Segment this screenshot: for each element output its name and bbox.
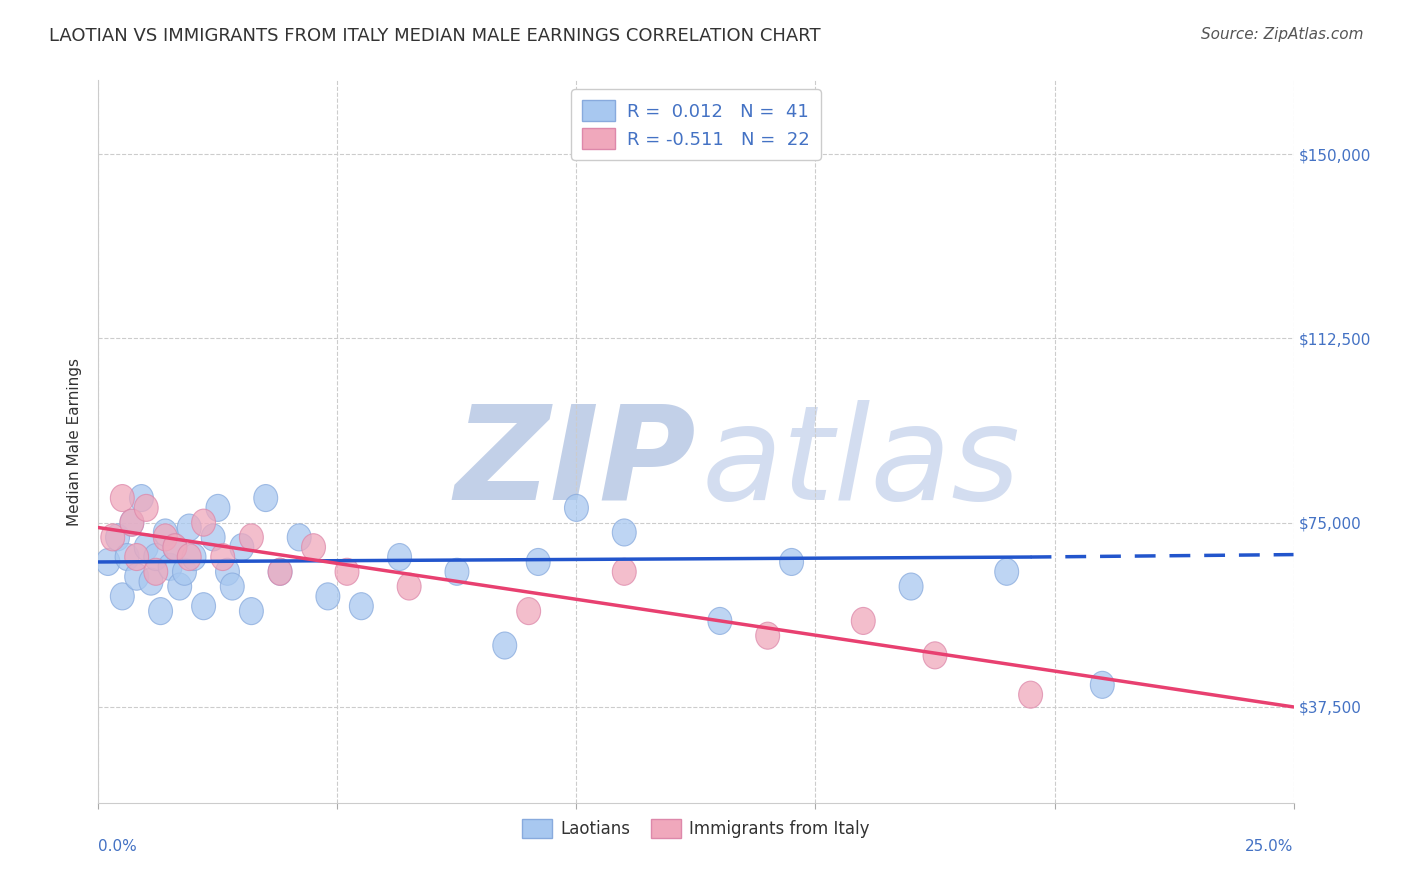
Ellipse shape (388, 543, 412, 571)
Ellipse shape (287, 524, 311, 551)
Text: atlas: atlas (702, 400, 1021, 526)
Ellipse shape (852, 607, 876, 634)
Ellipse shape (177, 543, 201, 571)
Ellipse shape (115, 543, 139, 571)
Text: 0.0%: 0.0% (98, 838, 138, 854)
Ellipse shape (173, 558, 197, 585)
Text: ZIP: ZIP (454, 400, 696, 526)
Text: 25.0%: 25.0% (1246, 838, 1294, 854)
Ellipse shape (135, 494, 159, 522)
Ellipse shape (211, 543, 235, 571)
Ellipse shape (494, 632, 517, 659)
Ellipse shape (101, 524, 125, 551)
Ellipse shape (335, 558, 359, 585)
Ellipse shape (120, 509, 143, 536)
Ellipse shape (301, 533, 326, 561)
Ellipse shape (163, 533, 187, 561)
Ellipse shape (221, 573, 245, 600)
Ellipse shape (120, 509, 143, 536)
Ellipse shape (398, 573, 422, 600)
Ellipse shape (922, 642, 948, 669)
Ellipse shape (900, 573, 924, 600)
Ellipse shape (215, 558, 239, 585)
Ellipse shape (191, 592, 215, 620)
Ellipse shape (111, 582, 135, 610)
Ellipse shape (254, 484, 278, 512)
Ellipse shape (96, 549, 120, 575)
Ellipse shape (613, 519, 637, 546)
Ellipse shape (269, 558, 292, 585)
Ellipse shape (207, 494, 231, 522)
Ellipse shape (153, 519, 177, 546)
Ellipse shape (105, 524, 129, 551)
Ellipse shape (1091, 672, 1115, 698)
Ellipse shape (526, 549, 550, 575)
Ellipse shape (177, 514, 201, 541)
Ellipse shape (565, 494, 589, 522)
Ellipse shape (159, 553, 183, 581)
Legend: Laotians, Immigrants from Italy: Laotians, Immigrants from Italy (516, 813, 876, 845)
Ellipse shape (129, 484, 153, 512)
Text: Source: ZipAtlas.com: Source: ZipAtlas.com (1201, 27, 1364, 42)
Ellipse shape (167, 573, 191, 600)
Ellipse shape (613, 558, 637, 585)
Ellipse shape (201, 524, 225, 551)
Ellipse shape (756, 623, 780, 649)
Ellipse shape (239, 524, 263, 551)
Ellipse shape (135, 533, 159, 561)
Ellipse shape (125, 563, 149, 591)
Text: LAOTIAN VS IMMIGRANTS FROM ITALY MEDIAN MALE EARNINGS CORRELATION CHART: LAOTIAN VS IMMIGRANTS FROM ITALY MEDIAN … (49, 27, 821, 45)
Y-axis label: Median Male Earnings: Median Male Earnings (67, 358, 83, 525)
Ellipse shape (163, 533, 187, 561)
Ellipse shape (1019, 681, 1043, 708)
Ellipse shape (139, 568, 163, 595)
Ellipse shape (779, 549, 804, 575)
Ellipse shape (143, 558, 167, 585)
Ellipse shape (125, 543, 149, 571)
Ellipse shape (143, 543, 167, 571)
Ellipse shape (239, 598, 263, 624)
Ellipse shape (191, 509, 215, 536)
Ellipse shape (231, 533, 254, 561)
Ellipse shape (350, 592, 374, 620)
Ellipse shape (446, 558, 470, 585)
Ellipse shape (995, 558, 1019, 585)
Ellipse shape (153, 524, 177, 551)
Ellipse shape (709, 607, 733, 634)
Ellipse shape (269, 558, 292, 585)
Ellipse shape (183, 543, 207, 571)
Ellipse shape (149, 598, 173, 624)
Ellipse shape (316, 582, 340, 610)
Ellipse shape (517, 598, 541, 624)
Ellipse shape (111, 484, 135, 512)
